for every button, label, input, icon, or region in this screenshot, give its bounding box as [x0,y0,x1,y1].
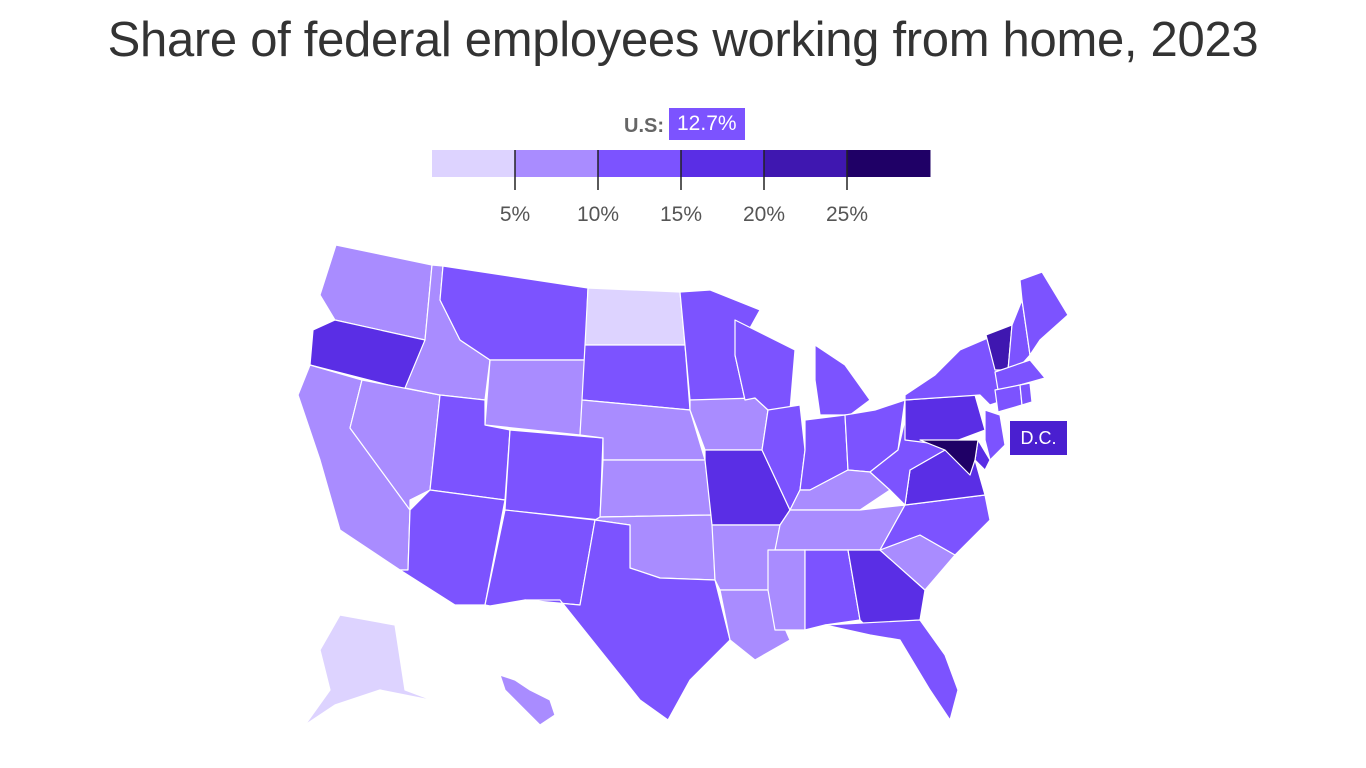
state-ct [994,384,1023,413]
state-sd [581,344,691,411]
state-nd [584,287,686,346]
state-wi [734,319,796,411]
state-ky [789,469,891,511]
state-al [804,549,861,631]
state-me [1019,271,1069,356]
state-nj [984,409,1006,461]
state-co [504,429,604,521]
legend-tick-label: 25% [826,203,868,226]
us-average-value: 12.7% [669,108,745,140]
state-tx [524,519,731,721]
us-average-label: U.S: [624,115,664,137]
color-legend: 5% 10% 15% 20% 25% [432,150,932,230]
legend-swatch-1 [515,150,599,177]
state-az [399,489,506,606]
state-nm [484,509,596,607]
chart-title: Share of federal employees working from … [107,13,1259,67]
legend-swatch-3 [681,150,765,177]
state-mi [814,344,871,416]
state-ia [689,397,769,451]
legend-tick-label: 15% [660,203,702,226]
legend-tick-label: 10% [577,203,619,226]
state-md [919,439,979,476]
legend-swatch-4 [764,150,848,177]
state-pa [904,394,986,446]
state-fl [824,619,959,721]
legend-swatch-2 [598,150,682,177]
legend-tick-label: 20% [743,203,785,226]
legend-swatch-0 [432,150,516,177]
legend-swatch-5 [847,150,931,177]
state-hi [499,674,556,726]
state-ma [994,359,1046,391]
dc-callout: D.C. [1010,421,1067,455]
state-ms [767,549,806,631]
legend-tick-label: 5% [500,203,530,226]
state-wy [484,359,586,436]
state-ks [599,459,713,518]
state-ak [304,614,446,726]
state-ri [1019,382,1033,406]
